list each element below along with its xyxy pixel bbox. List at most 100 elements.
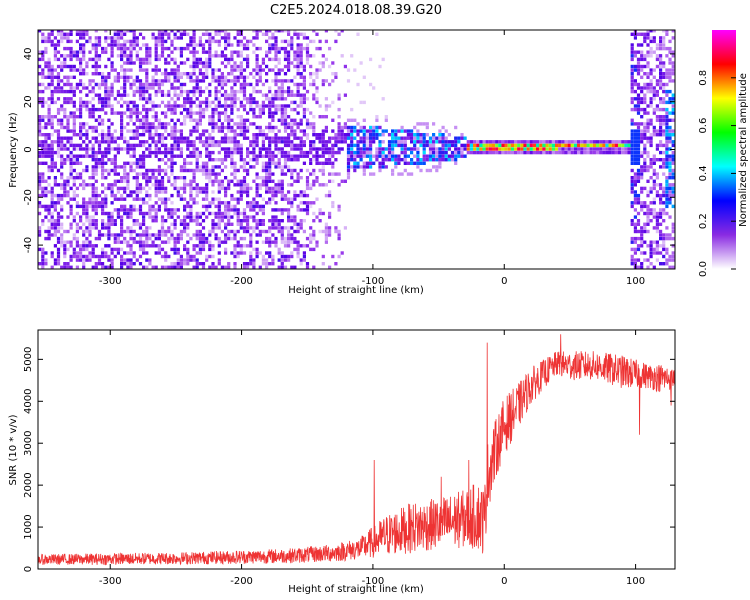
heatmap-cell	[47, 136, 51, 140]
heatmap-cell	[214, 107, 218, 112]
heatmap-cell	[230, 72, 234, 76]
heatmap-cell	[271, 97, 275, 101]
heatmap-cell	[170, 136, 174, 140]
heatmap-cell	[435, 158, 439, 162]
heatmap-cell	[633, 197, 637, 201]
heatmap-cell	[346, 150, 351, 155]
heatmap-cell	[321, 82, 325, 87]
heatmap-cell	[224, 226, 228, 230]
heatmap-cell	[315, 158, 319, 162]
heatmap-cell	[126, 75, 130, 79]
heatmap-cell	[75, 211, 79, 216]
heatmap-cell	[277, 165, 281, 169]
heatmap-cell	[41, 186, 45, 191]
heatmap-cell	[75, 161, 79, 165]
heatmap-cell	[104, 193, 108, 198]
heatmap-cell	[224, 115, 228, 119]
heatmap-cell	[164, 57, 168, 62]
heatmap-cell	[655, 158, 659, 162]
heatmap-cell	[217, 140, 221, 144]
heatmap-cell	[624, 147, 628, 151]
heatmap-cell	[151, 79, 155, 83]
heatmap-cell	[296, 43, 300, 47]
heatmap-cell	[138, 197, 143, 201]
heatmap-cell	[255, 100, 259, 105]
heatmap-cell	[252, 75, 256, 79]
heatmap-cell	[123, 89, 127, 94]
heatmap-cell	[318, 229, 322, 234]
heatmap-cell	[350, 125, 354, 130]
heatmap-cell	[66, 129, 70, 133]
heatmap-cell	[277, 140, 281, 144]
heatmap-cell	[268, 240, 272, 244]
heatmap-cell	[123, 136, 127, 140]
heatmap-cell	[271, 258, 275, 262]
heatmap-cell	[85, 201, 89, 205]
heatmap-cell	[365, 143, 369, 148]
heatmap-cell	[239, 197, 243, 201]
heatmap-cell	[220, 179, 224, 183]
heatmap-cell	[120, 233, 124, 237]
heatmap-cell	[224, 107, 228, 112]
heatmap-cell	[198, 39, 202, 44]
heatmap-cell	[154, 36, 158, 40]
heatmap-cell	[123, 147, 127, 151]
heatmap-cell	[280, 97, 284, 101]
heatmap-cell	[113, 183, 117, 187]
heatmap-cell	[113, 154, 117, 158]
heatmap-cell	[274, 97, 278, 101]
heatmap-cell	[432, 133, 436, 137]
heatmap-cell	[227, 104, 231, 108]
heatmap-cell	[668, 193, 672, 198]
heatmap-cell	[643, 161, 647, 165]
heatmap-cell	[107, 36, 111, 40]
heatmap-cell	[186, 251, 190, 255]
heatmap-cell	[454, 125, 458, 130]
heatmap-cell	[142, 143, 146, 148]
heatmap-cell	[173, 107, 177, 112]
heatmap-cell	[151, 107, 155, 112]
heatmap-cell	[252, 197, 256, 201]
heatmap-cell	[255, 64, 259, 69]
heatmap-cell	[410, 172, 414, 176]
heatmap-cell	[110, 86, 114, 90]
heatmap-cell	[113, 254, 117, 259]
heatmap-cell	[283, 122, 288, 126]
heatmap-cell	[413, 136, 417, 140]
heatmap-cell	[271, 226, 275, 230]
heatmap-cell	[659, 68, 663, 72]
heatmap-cell	[419, 122, 423, 126]
heatmap-cell	[652, 161, 656, 165]
heatmap-cell	[173, 179, 177, 183]
heatmap-cell	[428, 150, 433, 155]
heatmap-cell	[290, 133, 294, 137]
heatmap-cell	[258, 265, 262, 269]
heatmap-cell	[280, 68, 284, 72]
heatmap-cell	[636, 265, 641, 269]
heatmap-cell	[214, 265, 218, 269]
heatmap-cell	[586, 147, 590, 151]
heatmap-cell	[277, 229, 281, 234]
heatmap-cell	[75, 158, 79, 162]
x-tick-label: 0	[501, 576, 507, 587]
heatmap-cell	[312, 79, 316, 83]
heatmap-cell	[242, 190, 247, 194]
heatmap-cell	[312, 172, 316, 176]
heatmap-cell	[252, 140, 256, 144]
x-tick-label: -100	[362, 276, 385, 287]
heatmap-cell	[44, 190, 48, 194]
heatmap-cell	[164, 93, 168, 97]
heatmap-cell	[189, 143, 193, 148]
heatmap-cell	[176, 154, 180, 158]
heatmap-cell	[142, 197, 146, 201]
heatmap-cell	[91, 165, 95, 169]
heatmap-cell	[242, 86, 247, 90]
heatmap-cell	[265, 176, 269, 180]
heatmap-cell	[312, 219, 316, 223]
heatmap-cell	[539, 150, 543, 155]
heatmap-cell	[66, 39, 70, 44]
heatmap-cell	[192, 100, 196, 105]
heatmap-cell	[668, 75, 672, 79]
heatmap-cell	[135, 161, 139, 165]
heatmap-cell	[305, 176, 310, 180]
